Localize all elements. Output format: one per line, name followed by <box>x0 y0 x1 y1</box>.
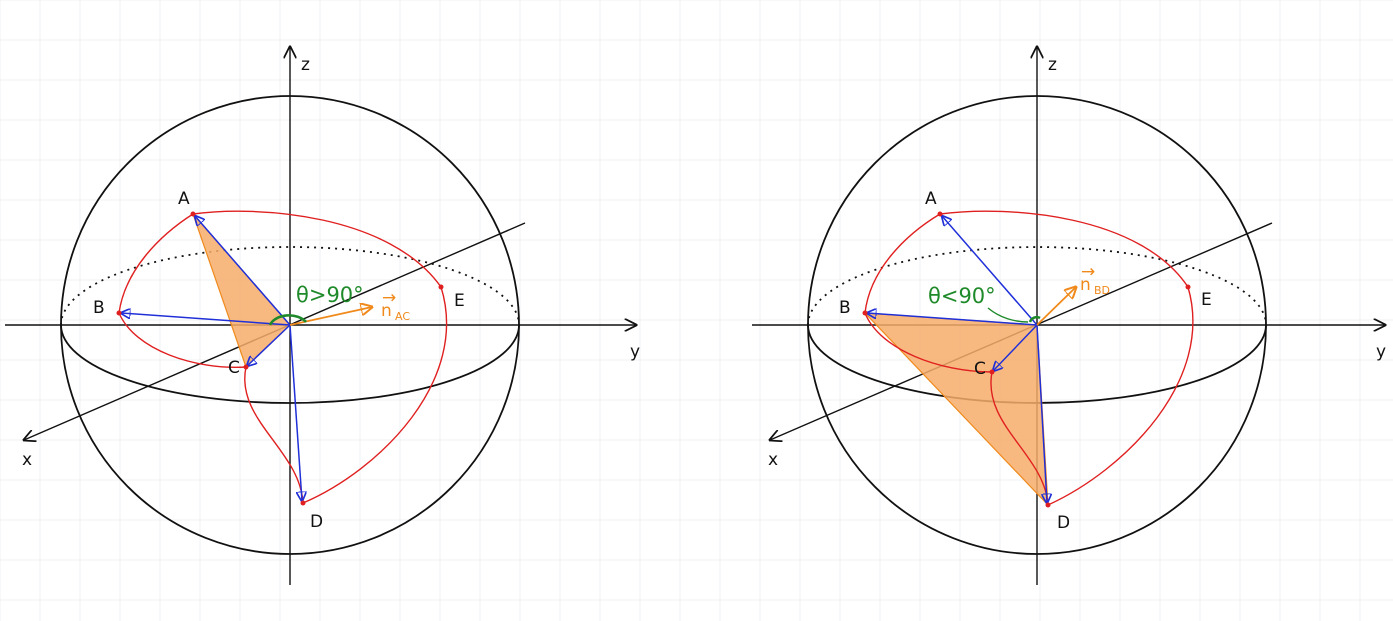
right-normal-arrow-glyph: → <box>1081 262 1095 282</box>
left-label-e: E <box>454 291 465 311</box>
right-angle-pointer <box>987 307 1029 323</box>
right-angle-label: θ<90° <box>928 284 996 308</box>
left-curve-b-c <box>118 312 247 368</box>
left-point-d-dot <box>300 500 306 506</box>
left-normal-vector <box>289 307 372 326</box>
left-point-c-dot <box>243 364 249 370</box>
left-triangle-oac <box>192 213 291 369</box>
right-axis-x-label: x <box>768 450 778 470</box>
right-curve-a-e <box>939 210 1189 288</box>
right-normal-subscript: BD <box>1094 284 1110 297</box>
left-axis-y-label: y <box>630 342 640 362</box>
left-point-b-dot <box>116 310 122 316</box>
left-vector-b <box>121 313 291 326</box>
left-point-e-dot <box>438 284 444 290</box>
left-curve-a-b <box>118 213 194 314</box>
right-angle-arc <box>1028 315 1041 323</box>
left-normal-label: n <box>381 301 392 321</box>
right-vector-c <box>993 324 1038 371</box>
left-axis-z-label: z <box>301 55 310 75</box>
left-axis-x-label: x <box>22 450 32 470</box>
right-vector-a <box>942 216 1038 326</box>
left-vector-a <box>195 216 291 326</box>
right-vector-d <box>1036 324 1047 503</box>
left-label-d: D <box>310 512 323 532</box>
right-curve-d-e <box>1047 286 1194 506</box>
left-curve-c-d <box>244 366 304 504</box>
right-axis-z-label: z <box>1048 55 1057 75</box>
left-normal-arrow-glyph: → <box>382 288 396 308</box>
left-label-c: C <box>228 358 240 378</box>
right-axis-y-label: y <box>1376 342 1386 362</box>
right-curve-b-c <box>864 312 993 373</box>
right-label-e: E <box>1201 290 1212 310</box>
left-angle-label: θ>90° <box>296 283 364 307</box>
right-label-b: B <box>839 298 851 318</box>
left-curve-d-e <box>302 286 448 504</box>
right-panel: z y x A B C D E θ<90° n BD → <box>752 47 1386 585</box>
left-vector-d <box>289 324 302 501</box>
left-curve-a-e <box>192 210 442 288</box>
right-curve-a-b <box>864 213 941 314</box>
right-vector-b <box>867 313 1038 326</box>
right-point-b-dot <box>862 310 868 316</box>
right-normal-vector <box>1036 287 1076 326</box>
left-point-a-dot <box>190 211 196 217</box>
left-panel: z y x A B C D E θ>90° n AC → <box>5 47 640 585</box>
left-label-b: B <box>93 298 105 318</box>
right-point-e-dot <box>1185 284 1191 290</box>
right-curve-c-d <box>990 371 1049 506</box>
left-label-a: A <box>178 189 190 209</box>
right-point-c-dot <box>989 369 995 375</box>
right-point-d-dot <box>1045 502 1051 508</box>
right-label-c: C <box>974 359 986 379</box>
right-point-a-dot <box>937 211 943 217</box>
left-normal-subscript: AC <box>395 310 410 323</box>
right-normal-label: n <box>1080 275 1091 295</box>
right-label-a: A <box>925 189 937 209</box>
right-label-d: D <box>1057 513 1070 533</box>
left-angle-arc <box>268 314 307 326</box>
left-vector-c <box>247 324 291 366</box>
